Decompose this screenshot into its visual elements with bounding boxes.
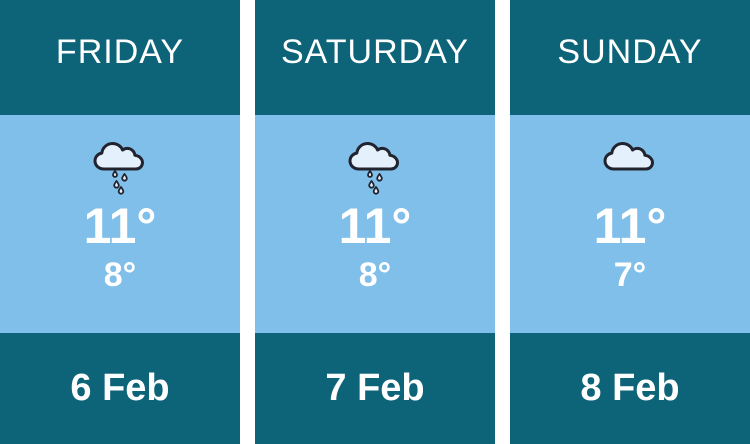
day-name: SATURDAY <box>280 33 470 71</box>
weather-icon-box <box>345 139 405 197</box>
low-temperature: 8° <box>358 256 392 295</box>
day-header: FRIDAY <box>0 0 240 115</box>
date-footer: 8 Feb <box>510 333 750 444</box>
day-body: 11° 7° <box>510 115 750 333</box>
low-temperature: 7° <box>613 256 647 295</box>
day-body: 11° 8° <box>255 115 495 333</box>
high-temperature: 11° <box>593 198 667 255</box>
day-body: 11° 8° <box>0 115 240 333</box>
high-temperature: 11° <box>83 198 157 255</box>
forecast-card-sunday: SUNDAY 11° 7° 8 Feb <box>510 0 750 444</box>
high-temperature: 11° <box>338 198 412 255</box>
low-temperature: 8° <box>103 256 137 295</box>
rain-cloud-icon <box>93 142 144 195</box>
weather-icon-box <box>90 139 150 197</box>
day-name: SUNDAY <box>557 33 703 71</box>
forecast-card-saturday: SATURDAY 11° 8° 7 Feb <box>255 0 495 444</box>
date-label: 8 Feb <box>580 367 680 409</box>
day-header: SATURDAY <box>255 0 495 115</box>
day-name: FRIDAY <box>55 33 185 71</box>
day-header: SUNDAY <box>510 0 750 115</box>
date-label: 6 Feb <box>70 367 170 409</box>
cloud-icon <box>603 142 654 171</box>
weather-icon-box <box>600 139 660 197</box>
date-footer: 7 Feb <box>255 333 495 444</box>
date-label: 7 Feb <box>325 367 425 409</box>
rain-cloud-icon <box>348 142 399 195</box>
date-footer: 6 Feb <box>0 333 240 444</box>
forecast-card-friday: FRIDAY 11° 8° 6 Feb <box>0 0 240 444</box>
